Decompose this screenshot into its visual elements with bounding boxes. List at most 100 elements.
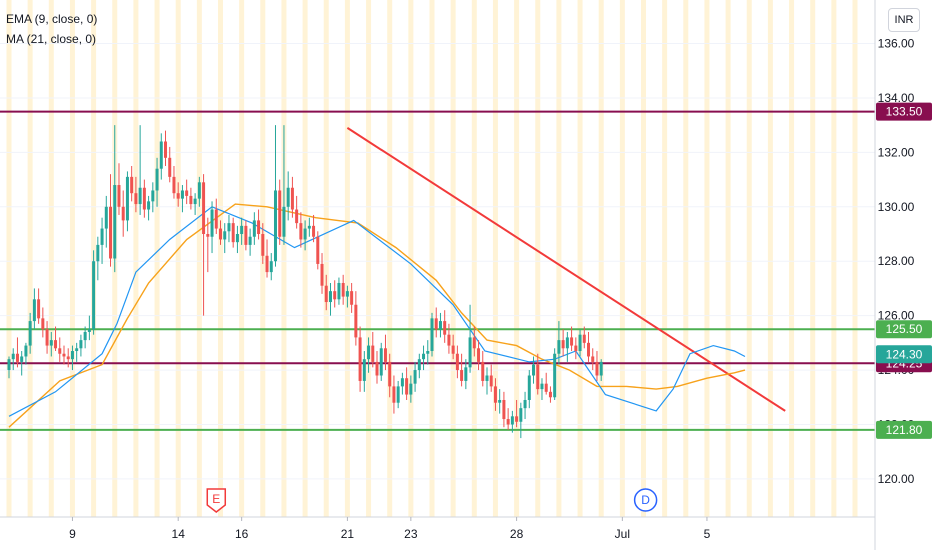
candle-body xyxy=(333,291,337,300)
session-band xyxy=(641,0,646,517)
candle xyxy=(477,340,481,371)
level-price-tag[interactable]: 133.50 xyxy=(876,102,932,121)
level-price-tag[interactable]: 125.50 xyxy=(876,320,932,339)
candle xyxy=(240,217,244,245)
candle xyxy=(489,364,493,392)
level-price-tag[interactable]: 121.80 xyxy=(876,420,932,439)
candle xyxy=(92,250,96,335)
candle-body xyxy=(206,234,210,237)
trendline[interactable] xyxy=(346,127,786,412)
dividend-marker[interactable]: D xyxy=(633,488,658,512)
candle xyxy=(121,190,125,237)
candle xyxy=(231,217,235,248)
candle-body xyxy=(582,334,586,343)
time-axis-bg xyxy=(0,517,875,550)
candle-body xyxy=(130,176,134,194)
candle xyxy=(75,342,79,362)
candle xyxy=(438,312,442,338)
candle xyxy=(532,356,536,384)
candle-body xyxy=(464,367,468,381)
session-band xyxy=(746,0,752,517)
candle-body xyxy=(261,234,265,256)
session-band xyxy=(789,0,795,517)
candle xyxy=(544,372,548,395)
legend-ma[interactable]: MA (21, close, 0) xyxy=(6,32,97,46)
candle xyxy=(151,182,155,213)
candle xyxy=(176,182,180,207)
candle xyxy=(193,193,197,215)
candle-body xyxy=(214,209,218,229)
candle-body xyxy=(472,337,476,349)
candle-body xyxy=(269,261,273,273)
session-band xyxy=(387,0,393,517)
candle-body xyxy=(7,359,11,371)
candle-body xyxy=(303,228,307,240)
candle-body xyxy=(41,318,45,330)
candle-body xyxy=(109,206,113,259)
candle-body xyxy=(164,141,168,158)
candle-body xyxy=(231,223,235,243)
candle-body xyxy=(312,225,316,237)
candle-body xyxy=(350,291,354,305)
candle xyxy=(493,378,497,411)
candle-body xyxy=(265,255,269,273)
session-band xyxy=(302,0,308,517)
candle-body xyxy=(223,231,227,240)
ema9-line xyxy=(8,206,746,417)
candle xyxy=(290,176,294,218)
session-band xyxy=(69,0,75,517)
candle xyxy=(574,337,578,360)
candle-body xyxy=(151,190,155,202)
candle-body xyxy=(354,304,358,338)
candle xyxy=(578,329,582,357)
session-band xyxy=(175,0,181,517)
candle xyxy=(15,337,19,368)
price-tag-bg xyxy=(876,420,932,439)
y-tick-label: 136.00 xyxy=(878,37,915,51)
current-price-tag[interactable]: 124.30 xyxy=(876,345,932,364)
candle xyxy=(223,223,227,254)
price-tag-bg xyxy=(876,102,932,121)
candle xyxy=(235,225,239,254)
session-band xyxy=(196,0,202,517)
candle-body xyxy=(45,329,49,346)
dividend-marker-label: D xyxy=(641,493,650,507)
session-band xyxy=(831,0,837,517)
candle xyxy=(510,410,514,433)
candle xyxy=(155,157,159,207)
candle xyxy=(536,353,540,395)
candle-body xyxy=(468,337,472,368)
candle-body xyxy=(185,190,189,196)
candle-body xyxy=(244,225,248,245)
candle-body xyxy=(24,345,28,357)
candle-body xyxy=(367,345,371,360)
candle xyxy=(333,280,337,308)
candle xyxy=(66,348,70,368)
candle xyxy=(468,304,472,373)
candle-body xyxy=(481,361,485,381)
trendline-layer[interactable] xyxy=(346,127,786,412)
y-tick-label: 132.00 xyxy=(878,145,915,159)
currency-button[interactable]: INR xyxy=(888,8,920,32)
candle xyxy=(553,348,557,400)
candle-body xyxy=(426,351,430,354)
candle xyxy=(565,331,569,362)
candle-body xyxy=(168,157,172,177)
legend-ema[interactable]: EMA (9, close, 0) xyxy=(6,12,98,26)
candle xyxy=(451,334,455,360)
candle-body xyxy=(83,331,87,341)
candle xyxy=(523,391,527,420)
earnings-marker[interactable]: E xyxy=(206,488,227,513)
candle xyxy=(32,288,36,330)
y-tick-label: 134.00 xyxy=(878,91,915,105)
candle xyxy=(142,179,146,218)
candle-body xyxy=(485,375,489,381)
candle-body xyxy=(434,318,438,330)
session-band xyxy=(133,0,139,517)
candle-body xyxy=(15,353,19,362)
session-band xyxy=(344,0,350,517)
